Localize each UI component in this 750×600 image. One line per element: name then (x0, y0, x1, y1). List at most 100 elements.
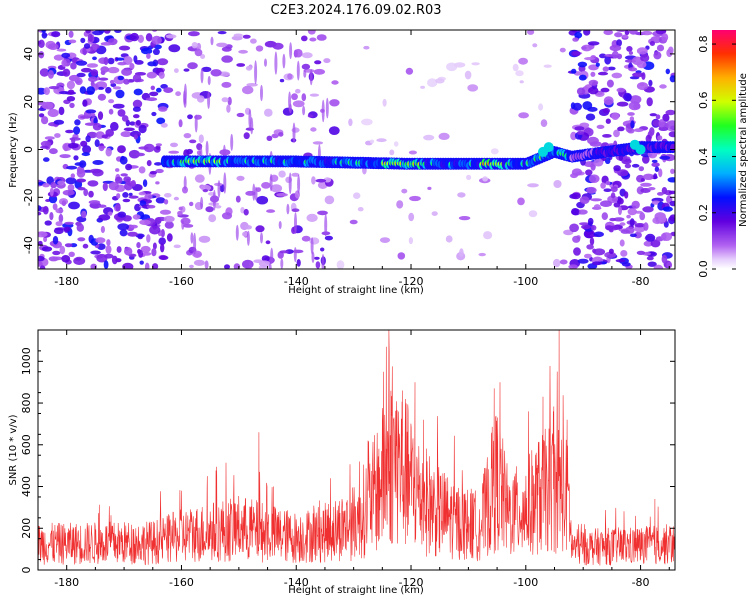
noise-blob (582, 101, 593, 110)
noise-blob (307, 30, 316, 35)
noise-blob (77, 187, 86, 191)
noise-blob (63, 143, 69, 152)
noise-blob (634, 223, 646, 228)
noise-blob (588, 174, 600, 183)
noise-blob (38, 255, 45, 262)
y-tick-label: 20 (22, 95, 35, 109)
noise-blob (173, 244, 181, 249)
noise-streak (292, 122, 296, 144)
noise-blob (115, 168, 120, 172)
noise-blob (517, 197, 525, 206)
noise-blob (144, 262, 150, 269)
noise-blob (353, 192, 361, 199)
y-tick-label: 600 (20, 434, 33, 455)
noise-streak (181, 220, 185, 230)
noise-blob (243, 208, 249, 216)
noise-blob (70, 173, 76, 179)
noise-blob (64, 221, 74, 225)
noise-blob (194, 48, 203, 57)
noise-blob (147, 61, 157, 67)
noise-blob (133, 88, 143, 96)
noise-blob (123, 78, 130, 85)
noise-blob (123, 176, 132, 183)
noise-streak (297, 174, 301, 194)
noise-blob (47, 43, 59, 50)
noise-blob (628, 51, 634, 55)
noise-streak (183, 97, 187, 108)
noise-blob (668, 131, 675, 138)
noise-blob (76, 168, 86, 178)
y-tick-label: 40 (22, 47, 35, 61)
noise-blob (596, 124, 605, 129)
noise-streak (212, 189, 216, 211)
noise-blob (291, 208, 300, 212)
noise-blob (142, 179, 148, 188)
noise-blob (151, 248, 157, 257)
noise-blob (133, 114, 140, 119)
noise-blob (653, 264, 664, 269)
noise-blob (69, 137, 81, 141)
noise-blob (163, 215, 175, 223)
noise-blob (92, 169, 104, 177)
noise-blob (62, 68, 71, 77)
noise-blob (58, 106, 65, 116)
noise-blob (151, 35, 162, 45)
noise-streak (207, 75, 211, 86)
noise-blob (301, 63, 311, 70)
noise-blob (41, 32, 48, 39)
x-tick-label: -140 (284, 576, 309, 589)
noise-blob (146, 71, 157, 79)
noise-blob (107, 57, 115, 65)
noise-blob (457, 192, 466, 198)
noise-blob (669, 214, 675, 222)
noise-blob (92, 160, 104, 165)
noise-blob (86, 86, 95, 95)
colorbar-label: Normalized spectral amplitude (738, 73, 749, 227)
noise-blob (659, 155, 671, 160)
noise-blob (44, 136, 55, 140)
noise-blob (130, 130, 141, 138)
noise-blob (68, 201, 80, 210)
noise-blob (607, 66, 616, 71)
noise-blob (587, 41, 600, 46)
noise-streak (183, 175, 187, 190)
noise-blob (315, 261, 321, 269)
noise-blob (527, 183, 539, 188)
noise-blob (42, 183, 50, 188)
noise-blob (74, 119, 81, 126)
noise-blob (75, 60, 88, 66)
noise-blob (191, 42, 198, 49)
noise-blob (236, 112, 245, 118)
noise-blob (609, 217, 616, 222)
noise-blob (658, 214, 667, 223)
noise-blob (236, 175, 245, 181)
noise-blob (183, 68, 190, 72)
noise-blob (279, 78, 285, 83)
noise-blob (245, 225, 252, 230)
noise-blob (602, 107, 611, 114)
noise-blob (630, 120, 635, 129)
noise-blob (654, 166, 660, 172)
noise-blob (396, 200, 404, 209)
noise-blob (611, 72, 623, 79)
noise-blob (73, 256, 86, 265)
colorbar-tick-label: 0.8 (697, 35, 710, 53)
noise-blob (124, 247, 133, 256)
noise-blob (41, 116, 49, 125)
noise-blob (646, 256, 654, 261)
noise-blob (389, 149, 395, 156)
noise-streak (294, 212, 297, 235)
y-tick-label: 1000 (20, 347, 33, 375)
noise-blob (382, 98, 387, 107)
noise-blob (631, 163, 640, 168)
noise-blob (208, 214, 217, 223)
noise-blob (122, 192, 129, 198)
spectrogram-panel: -180 -160 -140 -120 -100 -80 -40 -20 0 20 40 Heig… (8, 29, 676, 296)
noise-blob (155, 197, 166, 204)
noise-blob (189, 201, 194, 207)
noise-blob (117, 223, 129, 231)
noise-blob (301, 35, 308, 42)
noise-blob (543, 64, 552, 68)
noise-blob (659, 84, 667, 89)
noise-blob (593, 204, 601, 210)
